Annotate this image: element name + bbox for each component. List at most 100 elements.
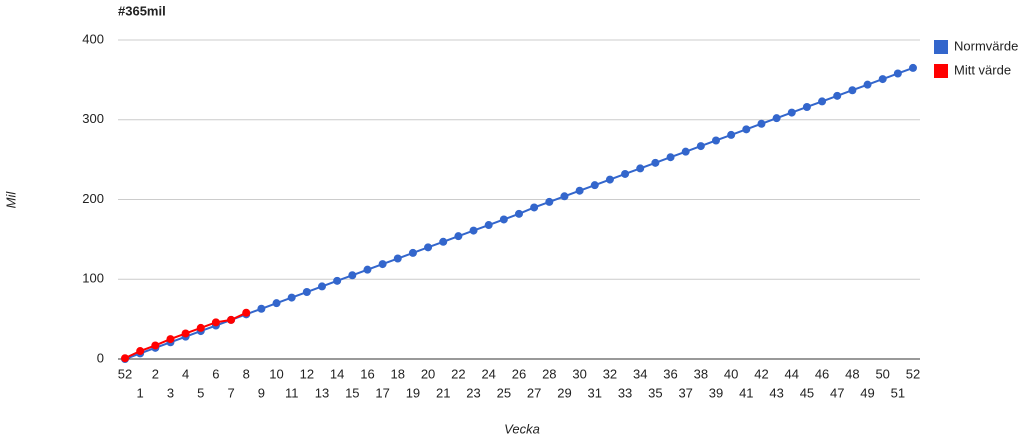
x-tick-label: 6: [212, 366, 219, 381]
x-tick-label: 41: [739, 385, 753, 400]
data-point: [712, 136, 720, 145]
chart-title: #365mil: [118, 3, 166, 18]
data-point: [909, 63, 917, 72]
x-tick-label: 5: [197, 385, 204, 400]
data-point: [727, 130, 736, 139]
x-tick-label: 52: [118, 366, 132, 381]
data-point: [893, 69, 902, 78]
data-point: [530, 203, 539, 212]
x-tick-label: 20: [421, 366, 435, 381]
data-point: [166, 335, 175, 344]
x-tick-label: 2: [152, 366, 159, 381]
x-tick-label: 46: [815, 366, 829, 381]
x-tick-label: 43: [769, 385, 783, 400]
x-tick-label: 32: [603, 366, 617, 381]
x-tick-label: 13: [315, 385, 329, 400]
x-tick-label: 8: [243, 366, 250, 381]
data-point: [378, 260, 387, 269]
y-tick-label: 100: [82, 271, 104, 286]
data-point: [318, 282, 326, 291]
data-point: [333, 276, 342, 285]
data-point: [348, 271, 357, 280]
x-tick-label: 3: [167, 385, 174, 400]
x-tick-label: 39: [709, 385, 723, 400]
x-tick-label: 4: [182, 366, 189, 381]
x-tick-label: 10: [269, 366, 283, 381]
legend-label: Mitt värde: [954, 62, 1011, 77]
y-tick-label: 400: [82, 31, 104, 46]
y-tick-label: 300: [82, 111, 104, 126]
x-tick-label: 35: [648, 385, 662, 400]
legend-swatch: [934, 40, 948, 54]
x-tick-label: 23: [466, 385, 480, 400]
x-tick-label: 52: [906, 366, 920, 381]
x-tick-label: 47: [830, 385, 844, 400]
x-tick-label: 27: [527, 385, 541, 400]
x-tick-label: 12: [300, 366, 314, 381]
data-point: [454, 232, 463, 241]
data-point: [696, 142, 705, 151]
legend-swatch: [934, 64, 948, 78]
x-tick-label: 49: [860, 385, 874, 400]
data-point: [151, 341, 160, 350]
data-point: [499, 215, 508, 224]
x-tick-label: 50: [875, 366, 889, 381]
data-point: [560, 192, 569, 201]
x-tick-label: 19: [406, 385, 420, 400]
data-point: [681, 147, 690, 156]
data-point: [651, 158, 660, 167]
data-point: [863, 80, 872, 89]
x-tick-label: 15: [345, 385, 359, 400]
data-point: [136, 347, 145, 356]
x-tick-label: 1: [137, 385, 144, 400]
data-point: [484, 221, 493, 230]
x-tick-label: 22: [451, 366, 465, 381]
data-point: [848, 86, 857, 95]
x-tick-label: 48: [845, 366, 859, 381]
data-point: [302, 288, 311, 297]
data-point: [196, 323, 205, 332]
data-point: [742, 125, 751, 134]
data-point: [363, 265, 372, 274]
x-tick-label: 24: [481, 366, 495, 381]
data-point: [181, 329, 190, 338]
x-tick-label: 25: [497, 385, 511, 400]
data-point: [605, 175, 614, 184]
data-point: [408, 248, 417, 257]
y-tick-label: 200: [82, 191, 104, 206]
data-point: [787, 108, 796, 117]
data-point: [575, 186, 584, 195]
data-point: [757, 119, 766, 128]
data-point: [636, 164, 645, 173]
x-tick-label: 17: [375, 385, 389, 400]
data-point: [287, 293, 296, 302]
x-tick-label: 9: [258, 385, 265, 400]
x-tick-label: 26: [512, 366, 526, 381]
data-point: [211, 318, 220, 327]
x-tick-label: 33: [618, 385, 632, 400]
x-tick-label: 42: [754, 366, 768, 381]
data-point: [439, 237, 448, 246]
x-tick-label: 44: [785, 366, 799, 381]
x-tick-label: 40: [724, 366, 738, 381]
x-tick-label: 37: [678, 385, 692, 400]
x-tick-label: 34: [633, 366, 647, 381]
x-axis-title: Vecka: [504, 421, 540, 436]
data-point: [818, 97, 827, 106]
data-point: [666, 153, 675, 162]
x-tick-label: 51: [891, 385, 905, 400]
x-tick-label: 38: [694, 366, 708, 381]
x-tick-label: 7: [227, 385, 234, 400]
x-tick-label: 31: [588, 385, 602, 400]
data-point: [227, 315, 236, 324]
data-point: [424, 243, 433, 252]
x-tick-label: 16: [360, 366, 374, 381]
data-point: [469, 226, 478, 235]
data-point: [802, 102, 811, 111]
data-point: [257, 304, 266, 313]
x-tick-label: 18: [391, 366, 405, 381]
data-point: [621, 169, 630, 178]
x-tick-label: 30: [572, 366, 586, 381]
y-axis-title: Mil: [3, 191, 18, 209]
